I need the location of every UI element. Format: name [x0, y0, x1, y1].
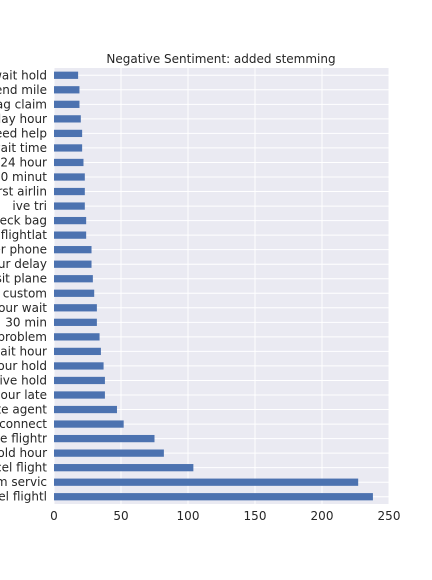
y-tick-label: ate agent [0, 403, 47, 417]
bar [54, 260, 92, 268]
y-tick-label: ncel flight [0, 461, 47, 475]
y-tick-label: lend mile [0, 83, 47, 97]
bar [54, 216, 87, 225]
bar [54, 362, 104, 370]
x-tick-label: 50 [113, 509, 128, 523]
y-tick-label: ive tri [12, 199, 47, 213]
bar [54, 71, 79, 79]
y-tick-label: 24 hour [0, 155, 47, 169]
bar [54, 405, 117, 414]
y-tick-label: el flightlat [0, 228, 47, 242]
bar [54, 376, 105, 385]
x-tick-label: 0 [50, 509, 58, 523]
bar [54, 289, 95, 297]
y-tick-label: gag claim [0, 97, 47, 111]
x-tick-label: 100 [177, 509, 200, 523]
bar [54, 144, 83, 152]
bar [54, 158, 84, 167]
y-tick-label: er phone [0, 243, 47, 257]
chart-title: Negative Sentiment: added stemming [106, 52, 335, 66]
bar [54, 464, 194, 472]
y-tick-label: problem [0, 330, 47, 344]
y-tick-label: 30 min [5, 315, 47, 329]
bar [54, 86, 80, 94]
bar [54, 187, 85, 196]
bar [54, 333, 100, 341]
y-tick-label: elay hour [0, 112, 47, 126]
bar [54, 318, 97, 326]
y-tick-label: wait hour [0, 344, 47, 358]
y-tick-label: om servic [0, 475, 47, 489]
y-tick-label: our delay [0, 257, 47, 271]
bar [54, 115, 81, 123]
bar [54, 173, 85, 181]
bar [54, 202, 85, 210]
y-tick-label: hold hour [0, 446, 47, 460]
y-tick-label: heck bag [0, 214, 47, 228]
y-tick-label: wait time [0, 141, 47, 155]
y-tick-label: eed help [0, 126, 47, 140]
bar [54, 493, 373, 501]
bar [54, 449, 164, 457]
y-tick-label: st custom [0, 286, 47, 300]
y-tick-label: hour wait [0, 301, 47, 315]
bar [54, 246, 92, 254]
bar [54, 391, 105, 399]
bar [54, 275, 93, 283]
y-tick-label: 30 minut [0, 170, 47, 184]
bar [54, 347, 101, 356]
y-tick-label: hour late [0, 388, 47, 402]
y-tick-label: wait hold [0, 68, 47, 82]
y-tick-label: orst airlin [0, 185, 47, 199]
bar [54, 420, 124, 428]
bar [54, 129, 83, 138]
bar [54, 304, 97, 312]
y-tick-label: ate flightr [0, 432, 47, 446]
y-tick-label: sit plane [0, 272, 47, 286]
bar [54, 231, 87, 239]
bar [54, 434, 155, 443]
x-tick-label: 150 [244, 509, 267, 523]
bar [54, 100, 80, 108]
y-tick-label: ive hold [0, 373, 47, 387]
plot-area [54, 68, 389, 504]
y-tick-label: hour hold [0, 359, 47, 373]
x-tick-label: 250 [378, 509, 401, 523]
bar [54, 478, 359, 486]
y-tick-label: cel flightl [0, 490, 47, 504]
x-tick-label: 200 [311, 509, 334, 523]
y-tick-label: s connect [0, 417, 47, 431]
